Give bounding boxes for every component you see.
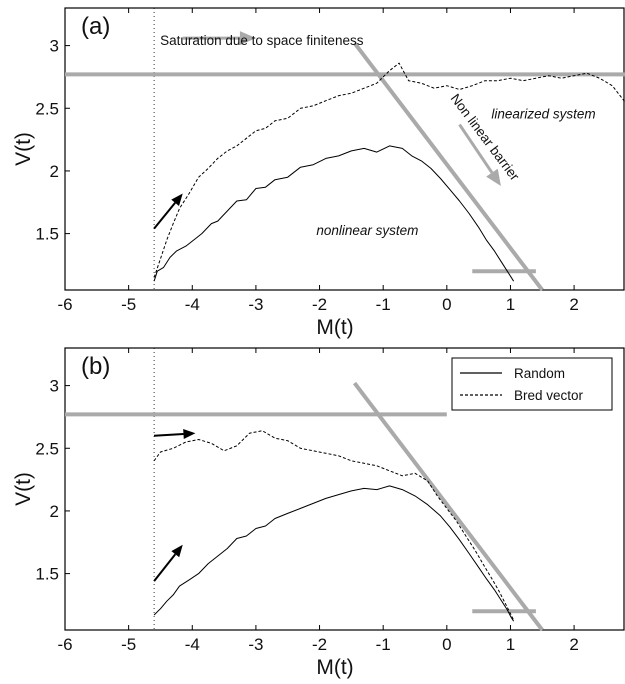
x-tick-label: 2 [569,635,578,654]
y-axis-label: V(t) [12,472,35,506]
x-tick-label: -5 [121,295,136,314]
x-tick-label: -3 [248,635,263,654]
y-tick-label: 2 [50,162,59,181]
solid-series-line [153,485,515,622]
growth-arrow-shaft [153,202,176,230]
barrier-arrow-head [486,168,501,186]
panel-label: (a) [81,13,110,40]
x-axis-label: M(t) [316,316,353,339]
annotation-saturation: Saturation due to space finiteness [160,33,364,48]
x-tick-label: -3 [248,295,263,314]
x-tick-label: -6 [57,295,72,314]
saturation-arrow-head [239,31,256,46]
y-tick-label: 2 [50,502,59,521]
annotation-nonlinear-barrier: Non linear barrier [448,91,523,184]
growth-arrow-head [171,544,183,558]
y-tick-label: 2.5 [35,439,59,458]
plot-frame [64,347,625,631]
dashed-series-line [153,62,625,278]
x-axis-label: M(t) [316,656,353,679]
legend: Random Bred vector [451,357,613,411]
x-tick-label: 1 [506,295,515,314]
panel-a: -6 -5 -4 -3 -2 -1 0 1 2 1.5 2 2.5 3 M(t) V(t) (a) Satura… [12,7,625,339]
annotation-linearized-system: linearized system [491,106,595,121]
x-tick-label: 1 [506,635,515,654]
annotation-nonlinear-system: nonlinear system [316,223,418,238]
x-tick-label: 2 [569,295,578,314]
legend-box [451,357,613,411]
x-tick-label: 0 [442,635,451,654]
y-tick-label: 1.5 [35,565,59,584]
panel-b: -6 -5 -4 -3 -2 -1 0 1 2 1.5 2 2.5 3 M(t) V(t) (b) Random… [12,347,625,679]
nonlinear-barrier-line [352,41,544,292]
solid-series-line [153,145,515,282]
x-tick-label: -2 [312,635,327,654]
barrier-arrow-shaft [458,123,494,174]
y-tick-label: 2.5 [35,99,59,118]
x-tick-label: 0 [442,295,451,314]
y-tick-label: 1.5 [35,225,59,244]
y-tick-label: 3 [50,37,59,56]
growth-arrow-shaft [153,553,177,582]
nonlinear-barrier-line [352,381,544,632]
panel-label: (b) [81,353,110,380]
plot-frame [64,7,625,291]
dashed-series-line [153,430,515,621]
growth-arrow-head [171,193,183,206]
bred-arrow-shaft [154,432,184,437]
x-tick-label: -6 [57,635,72,654]
x-tick-label: -2 [312,295,327,314]
bred-arrow-head [183,428,196,439]
x-tick-label: -4 [185,295,200,314]
x-tick-label: -5 [121,635,136,654]
y-axis-label: V(t) [12,132,35,166]
legend-label-bred-vector: Bred vector [514,388,584,403]
x-tick-label: -1 [376,635,391,654]
x-tick-label: -1 [376,295,391,314]
x-tick-label: -4 [185,635,200,654]
legend-label-random: Random [514,366,565,381]
y-tick-label: 3 [50,377,59,396]
